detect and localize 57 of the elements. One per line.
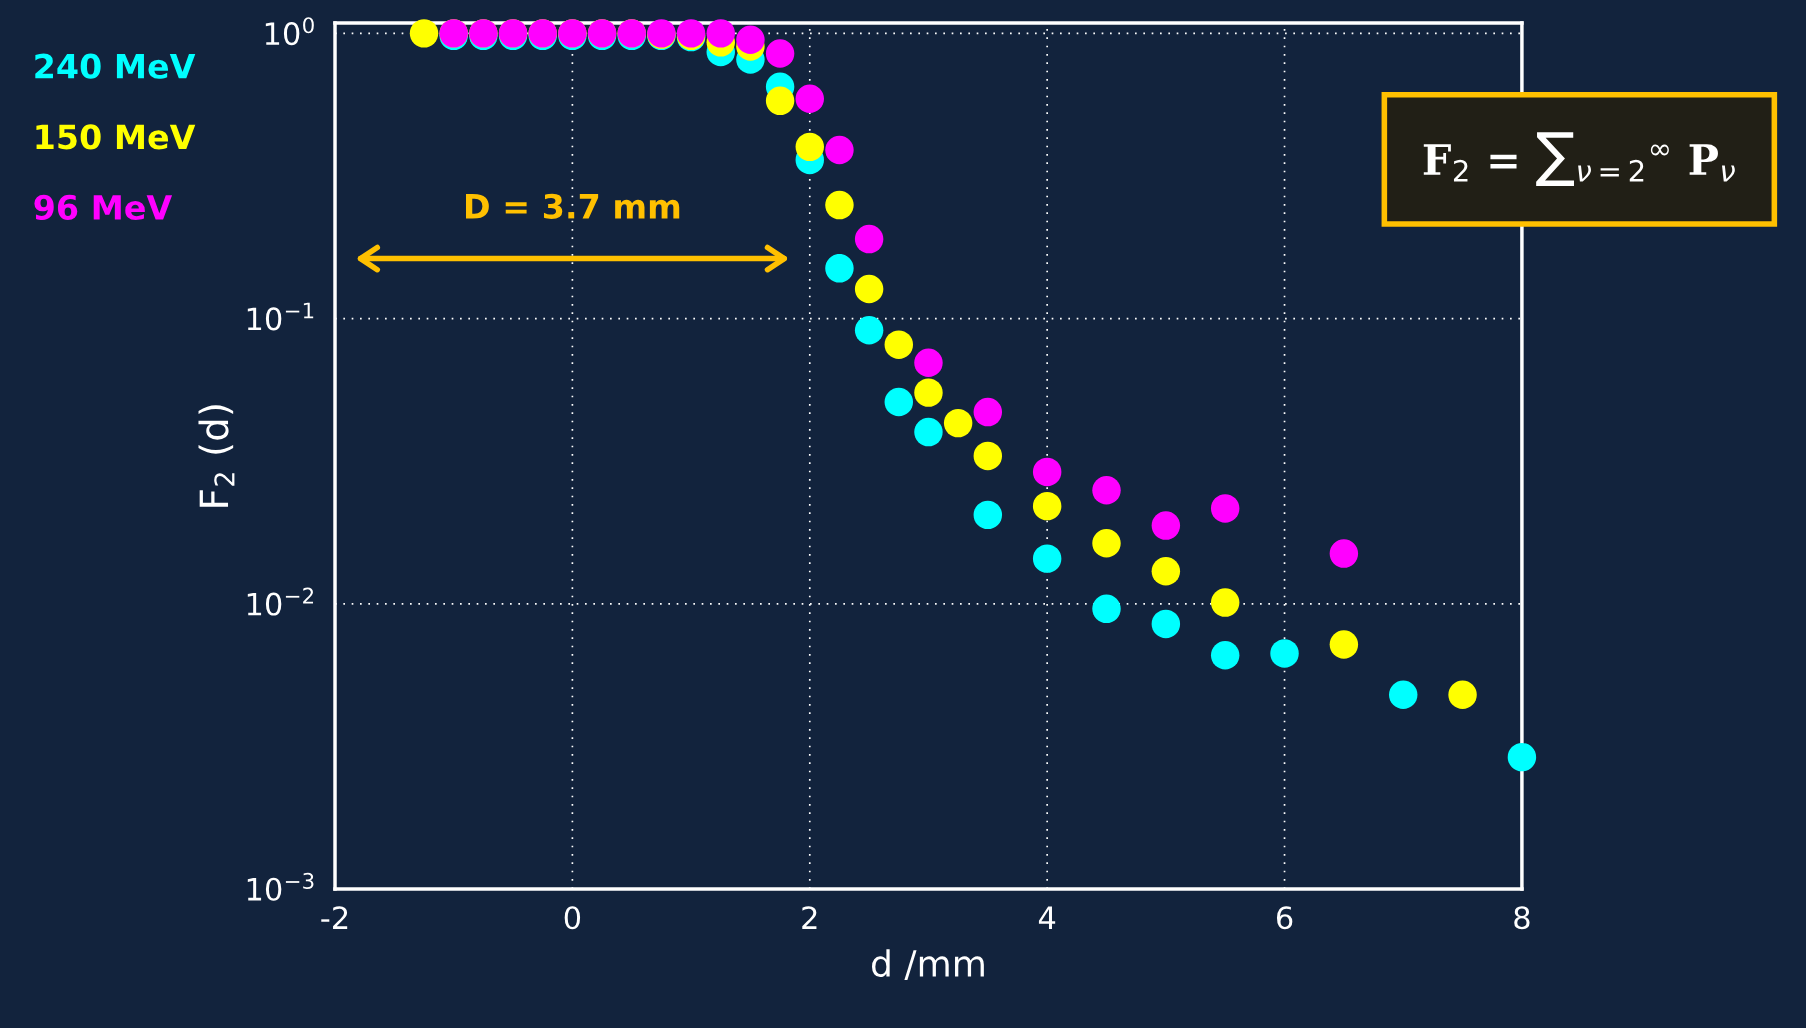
point (765, 39, 795, 68)
point (914, 348, 943, 377)
point (884, 330, 914, 359)
y-tick-label: 10$^{0}$ (265, 17, 314, 46)
point (1151, 609, 1181, 639)
point (973, 397, 1003, 427)
point (1092, 529, 1121, 558)
point (409, 19, 439, 48)
y-axis-title: F$_{2}$ (d) (198, 405, 235, 507)
point (825, 135, 854, 165)
point (914, 378, 943, 407)
point (1329, 539, 1359, 568)
x-tick-label: 0 (564, 906, 581, 930)
point (884, 387, 914, 417)
text: 150 MeV (36, 124, 196, 150)
x-axis-title: d /mm (872, 949, 984, 980)
point (1032, 544, 1062, 573)
point (825, 254, 854, 283)
x-tick-label: 4 (1038, 906, 1056, 929)
point (1210, 641, 1240, 670)
x-tick-label: 2 (802, 906, 817, 929)
point (765, 86, 795, 116)
point (854, 316, 884, 345)
point (854, 274, 884, 304)
text: 96 MeV (34, 194, 173, 221)
point (973, 441, 1003, 471)
point (1270, 639, 1299, 668)
point (736, 25, 765, 54)
point (914, 417, 943, 447)
point (1210, 588, 1240, 617)
x-tick-label: 6 (1276, 906, 1293, 930)
y-tick-label: 10$^{−3}$ (247, 872, 314, 901)
point (1151, 511, 1181, 540)
y-tick-label: 10$^{−2}$ (247, 587, 314, 616)
point (1032, 457, 1062, 487)
x-tick-label: -2 (321, 906, 348, 929)
x-tick-label: 8 (1514, 906, 1530, 930)
annotation: D = 3.7 mm (465, 193, 680, 219)
point (973, 500, 1003, 530)
point (825, 190, 854, 220)
y-tick-label: 10$^{−1}$ (247, 302, 314, 331)
point (1210, 494, 1240, 523)
point (854, 224, 884, 254)
point (943, 408, 973, 438)
point (1032, 491, 1062, 521)
point (1507, 742, 1537, 772)
annotation: F$_{2}$ = ∑$_{ν=2}$$^{∞}$ P$_{ν}$ (1423, 132, 1735, 186)
point (1092, 476, 1121, 505)
point (795, 132, 825, 162)
point (795, 84, 825, 113)
point (1329, 630, 1359, 659)
point (1388, 680, 1418, 709)
point (1151, 557, 1181, 586)
point (1092, 594, 1121, 624)
point (706, 19, 735, 48)
text: 240 MeV (35, 53, 196, 79)
point (1448, 680, 1477, 709)
